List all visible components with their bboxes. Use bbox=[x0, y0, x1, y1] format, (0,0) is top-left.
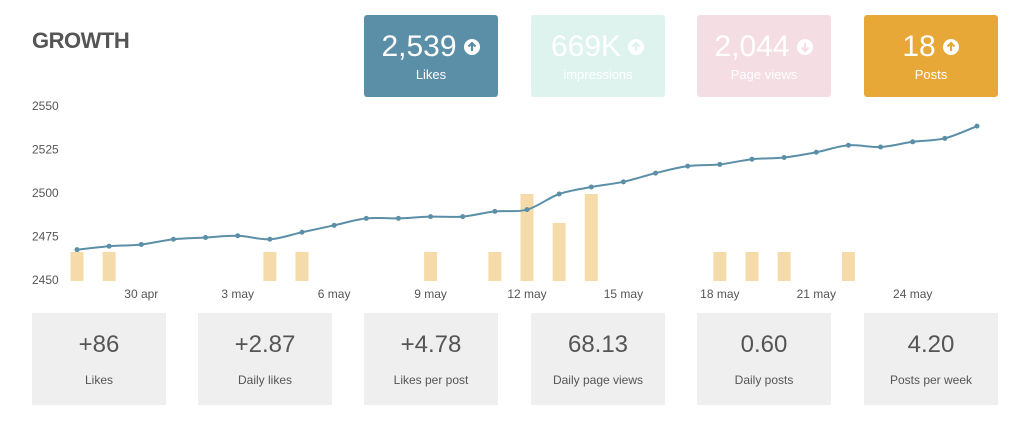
up-icon bbox=[942, 39, 959, 55]
bar bbox=[488, 252, 502, 281]
bar bbox=[713, 252, 727, 281]
stat-value: 4.20 bbox=[907, 331, 955, 358]
point bbox=[74, 247, 80, 253]
point bbox=[138, 241, 144, 247]
stat-value: +2.87 bbox=[234, 331, 296, 358]
x-tick-label: 21 may bbox=[797, 287, 836, 301]
bar bbox=[552, 223, 566, 281]
bar bbox=[745, 252, 759, 281]
bar bbox=[263, 252, 277, 281]
point bbox=[717, 161, 723, 167]
bar bbox=[102, 252, 116, 281]
stat-value: 68.13 bbox=[567, 331, 629, 358]
kpi-card: 669K impressions bbox=[531, 15, 665, 97]
bar bbox=[777, 252, 791, 281]
point bbox=[363, 215, 369, 221]
stat-label: Daily posts bbox=[734, 373, 794, 387]
point bbox=[524, 207, 530, 213]
bar bbox=[584, 194, 598, 281]
point bbox=[588, 184, 594, 190]
down-icon bbox=[796, 39, 813, 55]
x-tick-label: 12 may bbox=[507, 287, 546, 301]
kpi-value: 2,539 bbox=[381, 30, 457, 63]
point bbox=[235, 233, 241, 239]
stat-card: 0.60 Daily posts bbox=[697, 313, 831, 405]
stat-label: Daily likes bbox=[237, 373, 292, 387]
point bbox=[428, 214, 434, 220]
kpi-label: Likes bbox=[415, 67, 447, 82]
stat-value: +86 bbox=[78, 331, 120, 358]
stat-label: Daily page views bbox=[552, 373, 644, 387]
up-icon bbox=[463, 39, 480, 55]
kpi-label: Posts bbox=[914, 67, 948, 82]
point bbox=[267, 236, 273, 242]
x-tick-label: 15 may bbox=[604, 287, 643, 301]
stat-label: Posts per week bbox=[889, 373, 973, 387]
y-tick-label: 2450 bbox=[32, 273, 59, 287]
point bbox=[203, 235, 209, 240]
x-tick-label: 3 may bbox=[221, 287, 254, 301]
stat-card: +2.87 Daily likes bbox=[198, 313, 332, 405]
stat-value: +4.78 bbox=[400, 331, 462, 358]
point bbox=[910, 139, 916, 145]
up-icon bbox=[628, 39, 645, 55]
point bbox=[331, 222, 337, 228]
point bbox=[492, 208, 498, 214]
kpi-card: 2,539 Likes bbox=[364, 15, 498, 97]
point bbox=[653, 170, 659, 176]
bar bbox=[70, 252, 84, 281]
y-tick-label: 2475 bbox=[32, 230, 59, 244]
x-tick-label: 24 may bbox=[893, 287, 932, 301]
stat-card: 68.13 Daily page views bbox=[531, 313, 665, 405]
x-tick-label: 18 may bbox=[700, 287, 739, 301]
point bbox=[299, 229, 305, 235]
stat-card: +4.78 Likes per post bbox=[364, 313, 498, 405]
point bbox=[685, 163, 691, 169]
bar bbox=[424, 252, 438, 281]
point bbox=[395, 215, 401, 221]
title: GROWTH bbox=[32, 28, 130, 53]
kpi-card: 18 Posts bbox=[864, 15, 998, 97]
point bbox=[620, 179, 626, 185]
stat-label: Likes bbox=[84, 373, 113, 387]
stat-card: 4.20 Posts per week bbox=[864, 313, 998, 405]
kpi-label: impressions bbox=[563, 67, 633, 82]
kpi-label: Page views bbox=[730, 67, 798, 82]
point bbox=[813, 149, 819, 155]
kpi-value: 18 bbox=[902, 30, 936, 63]
stat-card: +86 Likes bbox=[32, 313, 166, 405]
bar bbox=[520, 194, 534, 281]
point bbox=[845, 142, 851, 148]
kpi-card: 2,044 Page views bbox=[697, 15, 831, 97]
y-tick-label: 2500 bbox=[32, 186, 59, 200]
point bbox=[942, 135, 948, 141]
point bbox=[106, 243, 112, 249]
point bbox=[749, 156, 755, 162]
stat-label: Likes per post bbox=[393, 373, 469, 387]
bar bbox=[841, 252, 855, 281]
stat-value: 0.60 bbox=[740, 331, 788, 358]
x-tick-label: 6 may bbox=[318, 287, 351, 301]
x-tick-label: 9 may bbox=[414, 287, 447, 301]
point bbox=[556, 191, 562, 197]
kpi-value: 2,044 bbox=[714, 30, 790, 63]
point bbox=[170, 236, 176, 242]
point bbox=[460, 214, 466, 220]
y-tick-label: 2525 bbox=[32, 143, 59, 157]
chart: 2450 2475 2500 2525 2550 30 apr 3 may 6 may 9 ma… bbox=[32, 99, 980, 301]
x-tick-label: 30 apr bbox=[124, 287, 158, 301]
point bbox=[974, 123, 980, 129]
point bbox=[781, 154, 787, 160]
point bbox=[878, 144, 884, 150]
y-tick-label: 2550 bbox=[32, 99, 59, 113]
bar bbox=[295, 252, 309, 281]
kpi-value: 669K bbox=[550, 30, 622, 63]
